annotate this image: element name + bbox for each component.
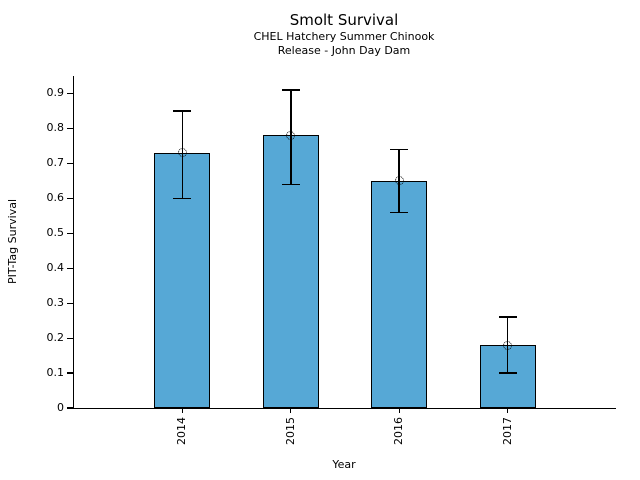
y-tick-label-0: 0 — [57, 401, 64, 414]
y-tick-0.9 — [67, 92, 73, 95]
error-cap-top-2015 — [281, 89, 300, 91]
error-cap-top-2014 — [173, 110, 192, 112]
y-tick-label-0.2: 0.2 — [46, 331, 65, 345]
bar-2016 — [371, 180, 428, 408]
x-axis-label: Year — [332, 458, 356, 471]
chart-title: Smolt Survival — [289, 11, 399, 29]
y-tick-0.7 — [67, 162, 73, 164]
x-tick-2017 — [507, 408, 509, 413]
chart-header: Smolt Survival CHEL Hatchery Summer Chin… — [73, 11, 615, 58]
chart-subtitle-line-1: CHEL Hatchery Summer Chinook — [253, 30, 435, 43]
chart-subtitle-line-2: Release - John Day Dam — [277, 44, 411, 57]
y-tick-0.4 — [67, 267, 73, 269]
error-cap-top-2017 — [498, 316, 517, 318]
y-tick-0 — [67, 407, 73, 409]
error-cap-bottom-2016 — [390, 211, 409, 214]
y-tick-0.2 — [67, 337, 73, 339]
x-tick-label-2014: 2014 — [175, 417, 189, 445]
mean-marker-2016 — [394, 176, 404, 186]
y-tick-label-0.1: 0.1 — [46, 366, 65, 380]
y-tick-label-0.5: 0.5 — [46, 226, 65, 240]
x-tick-2016 — [398, 408, 400, 413]
x-tick-2015 — [290, 408, 292, 413]
plot-area: 2014 2015 2016 2017 0 0.1 0.2 0.3 0.4 0.5 0.6 0.7 0.… — [47, 76, 616, 445]
y-axis-label: PIT-Tag Survival — [6, 199, 19, 285]
y-axis-label-wrap: PIT-Tag Survival — [6, 76, 19, 408]
mean-marker-2015 — [286, 130, 296, 140]
y-tick-label-0.9: 0.9 — [46, 86, 65, 100]
y-tick-label-0.6: 0.6 — [46, 191, 65, 205]
y-tick-0.8 — [67, 127, 73, 130]
y-tick-0.1 — [67, 372, 73, 374]
error-cap-bottom-2014 — [173, 197, 192, 200]
y-tick-0.5 — [67, 232, 73, 234]
y-tick-label-0.7: 0.7 — [46, 156, 65, 170]
x-tick-label-2017: 2017 — [500, 417, 514, 445]
error-cap-bottom-2017 — [498, 372, 517, 374]
x-tick-2014 — [181, 408, 183, 413]
y-tick-label-0.4: 0.4 — [46, 261, 65, 275]
mean-marker-2014 — [177, 148, 187, 158]
x-tick-label-2016: 2016 — [392, 417, 406, 445]
y-tick-0.6 — [67, 197, 73, 199]
x-tick-label-2015: 2015 — [283, 417, 297, 445]
error-cap-top-2016 — [390, 148, 409, 151]
mean-marker-2017 — [503, 340, 513, 350]
y-tick-label-0.3: 0.3 — [46, 296, 65, 310]
y-tick-0.3 — [67, 302, 73, 304]
error-cap-bottom-2015 — [281, 183, 300, 186]
y-tick-label-0.8: 0.8 — [46, 121, 65, 135]
